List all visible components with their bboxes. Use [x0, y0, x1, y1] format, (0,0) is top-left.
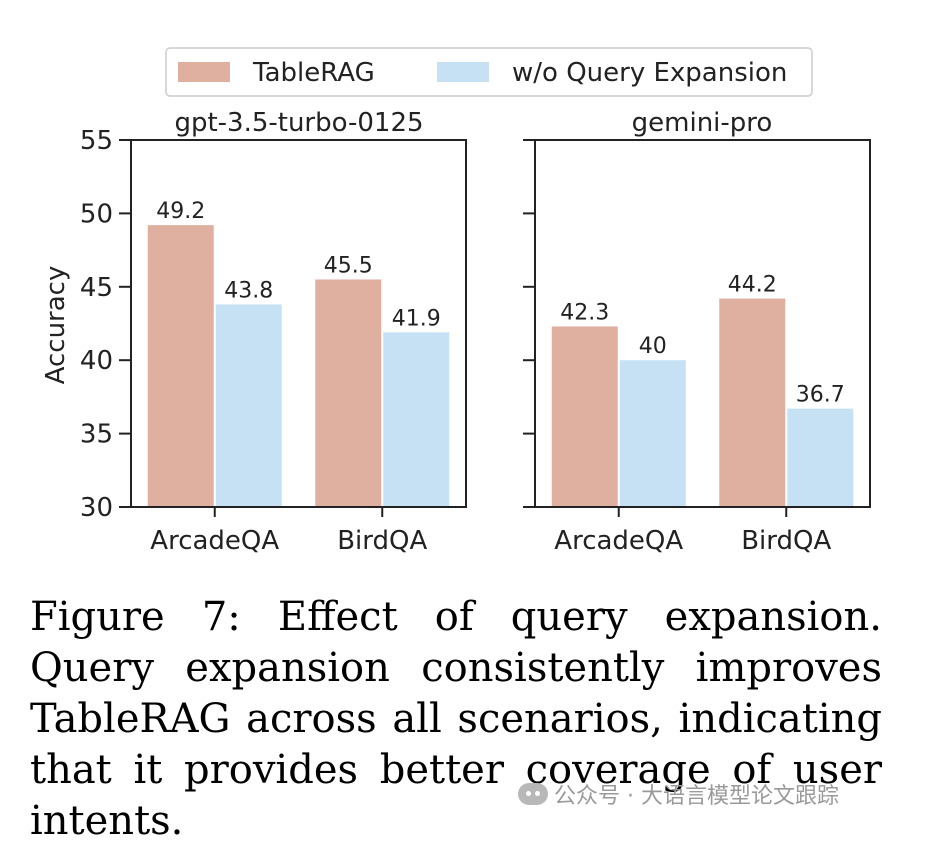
bar-value-label: 41.9: [392, 306, 441, 331]
y-tick-label: 35: [80, 420, 113, 450]
bar-wo-query-expansion: [787, 408, 854, 507]
plot-layer: 30 35 40 45 50 55 ArcadeQA 49.2 43.8 BirdQA 45.5 41…: [80, 126, 854, 556]
bar-value-label: 40: [639, 334, 667, 359]
legend-label-tablerag: TableRAG: [252, 58, 375, 88]
panel-title-gemini: gemini-pro: [632, 108, 773, 138]
bar-value-label: 49.2: [156, 199, 205, 224]
legend-swatch-tablerag: [178, 62, 230, 82]
bar-value-label: 44.2: [728, 273, 777, 298]
panel-frame-gemini: [534, 139, 871, 508]
bar-tablerag: [719, 298, 786, 507]
legend: TableRAG w/o Query Expansion: [165, 47, 813, 97]
wechat-icon: [518, 783, 548, 805]
bar-wo-query-expansion: [619, 360, 686, 507]
bar-tablerag: [147, 225, 214, 508]
legend-swatch-wo-query-expansion: [437, 62, 489, 82]
legend-label-wo-query-expansion: w/o Query Expansion: [512, 58, 787, 88]
watermark-text: 公众号 · 大语言模型论文跟踪: [554, 784, 839, 809]
bar-wo-query-expansion: [383, 332, 450, 507]
bar-value-label: 36.7: [796, 383, 845, 408]
bar-tablerag: [315, 279, 382, 507]
bar-tablerag: [551, 326, 618, 507]
bar-value-label: 45.5: [324, 253, 373, 278]
figure-caption: Figure 7: Effect of query expansion. Que…: [30, 594, 882, 844]
panel-frame-gpt: [130, 139, 467, 508]
bar-value-label: 42.3: [560, 300, 609, 325]
y-axis-label: Accuracy: [41, 266, 71, 385]
watermark: 公众号 · 大语言模型论文跟踪: [518, 778, 839, 810]
x-tick-label: BirdQA: [337, 526, 427, 556]
panel-title-gpt: gpt-3.5-turbo-0125: [174, 108, 423, 138]
y-tick-label: 40: [80, 346, 113, 376]
y-tick-label: 45: [80, 273, 113, 303]
figure-chart: TableRAG w/o Query Expansion Accuracy gp…: [41, 47, 871, 556]
x-tick-label: ArcadeQA: [554, 526, 683, 556]
bar-wo-query-expansion: [215, 304, 282, 507]
x-tick-label: BirdQA: [741, 526, 831, 556]
x-tick-label: ArcadeQA: [150, 526, 279, 556]
y-tick-label: 50: [80, 199, 113, 229]
y-tick-label: 30: [80, 493, 113, 523]
bar-value-label: 43.8: [224, 278, 273, 303]
y-tick-label: 55: [80, 126, 113, 156]
